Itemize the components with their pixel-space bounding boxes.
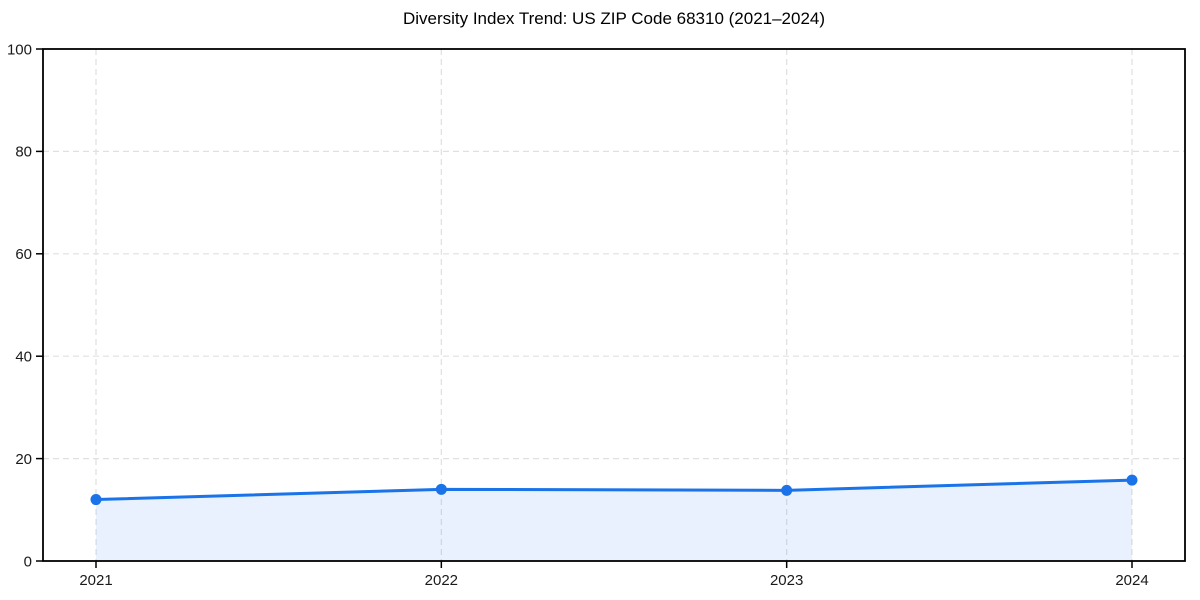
x-tick-label: 2024 [1115,572,1148,589]
data-point [435,483,447,495]
x-tick-label: 2023 [770,572,803,589]
chart-title: Diversity Index Trend: US ZIP Code 68310… [402,9,826,28]
y-tick-label: 0 [24,553,32,570]
x-tick-label: 2021 [79,572,112,589]
y-tick-label: 40 [15,348,32,365]
trend-line [94,478,1134,502]
y-tick-label: 100 [7,41,32,58]
data-point [1126,474,1138,486]
y-tick-label: 20 [15,451,32,468]
area-fill [96,480,1132,561]
data-point [781,484,793,496]
x-tick-label: 2022 [425,572,458,589]
data-point [90,494,102,506]
plot-border [42,48,1186,562]
y-tick-label: 60 [15,246,32,263]
y-tick-label: 80 [15,144,32,161]
